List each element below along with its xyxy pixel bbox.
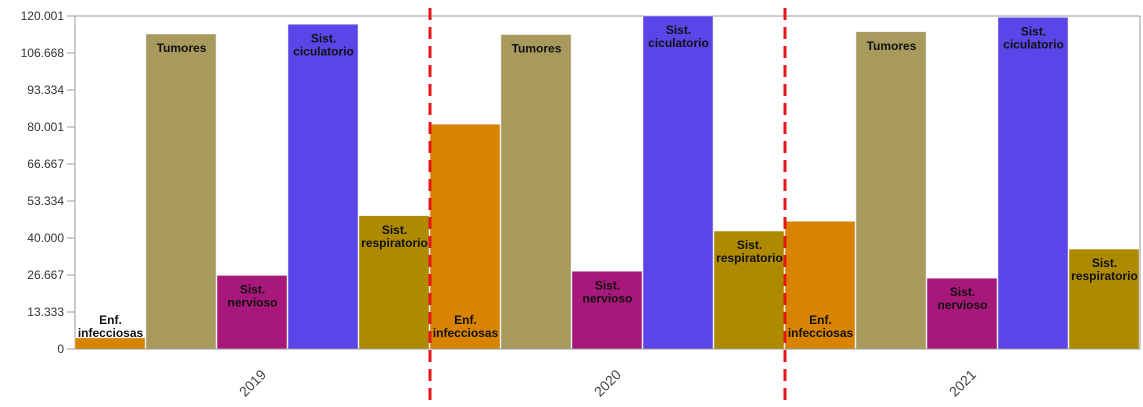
bar-label-line: Enf. [454, 313, 477, 327]
bar [358, 215, 430, 350]
bar-label: Sist. respiratorio [1071, 256, 1138, 283]
category-separators [428, 8, 787, 407]
bar-label-line: Sist. [311, 31, 336, 45]
bar-label-line: Sist. [1021, 24, 1046, 38]
bar-label: Sist. ciculatorio [293, 31, 354, 58]
bar-label-line: nervioso [937, 298, 987, 312]
bar-series [74, 15, 1140, 350]
bar-label-line: ciculatorio [293, 44, 354, 58]
bar [926, 277, 998, 350]
bar-label-line: nervioso [582, 291, 632, 305]
bar [216, 275, 288, 350]
bar-label: Tumores [157, 41, 207, 55]
y-tick-label: 53.334 [27, 194, 64, 208]
bar-label-line: Enf. [99, 313, 122, 327]
y-tick-label: 120.001 [21, 9, 65, 23]
bar-label-line: infecciosas [788, 326, 854, 340]
bar [784, 221, 856, 350]
y-axis: 0 13.333 26.667 40.000 53.334 66.667 80.001 93.… [21, 9, 1141, 356]
bar-label-line: Tumores [512, 42, 562, 56]
x-tick-label: 2019 [236, 366, 269, 399]
bar [997, 17, 1069, 350]
y-tick-label: 66.667 [27, 157, 64, 171]
y-tick-label: 40.000 [27, 231, 64, 245]
bar-label-line: nervioso [227, 295, 277, 309]
bar-label: Sist. respiratorio [361, 223, 428, 250]
bar [713, 230, 785, 350]
bar-label-line: Enf. [809, 313, 832, 327]
bar-label-line: Tumores [867, 39, 917, 53]
bar-label-line: Sist. [950, 285, 975, 299]
bar [1068, 248, 1140, 350]
bar-label-line: infecciosas [433, 326, 499, 340]
bar-label: Tumores [512, 42, 562, 56]
y-tick-label: 93.334 [27, 83, 64, 97]
bar-label-line: Sist. [666, 23, 691, 37]
y-tick-label: 0 [57, 342, 64, 356]
bar-label-line: Sist. [595, 278, 620, 292]
bar-label-line: respiratorio [716, 251, 783, 265]
bar [642, 15, 714, 350]
x-tick-label: 2021 [946, 366, 979, 399]
y-tick-label: 80.001 [27, 120, 64, 134]
bar-label: Sist. nervioso [937, 285, 987, 312]
bar-label: Enf. infecciosas [433, 313, 499, 340]
bar-label-line: respiratorio [361, 236, 428, 250]
bar-label: Sist. respiratorio [716, 238, 783, 265]
bar-label-line: Sist. [1092, 256, 1117, 270]
bar-label-line: respiratorio [1071, 269, 1138, 283]
y-tick-label: 106.668 [21, 46, 65, 60]
bar-label-line: Sist. [240, 282, 265, 296]
bar-label-line: Sist. [382, 223, 407, 237]
bar [855, 31, 927, 350]
bar-label: Enf. infecciosas [78, 313, 144, 340]
bar-label: Tumores [867, 39, 917, 53]
y-tick-label: 13.333 [27, 305, 64, 319]
x-tick-label: 2020 [591, 366, 624, 399]
bar-label-line: Sist. [737, 238, 762, 252]
bar-label: Enf. infecciosas [788, 313, 854, 340]
bar-label: Sist. nervioso [227, 282, 277, 309]
bar-label-line: infecciosas [78, 326, 144, 340]
bar-label: Sist. ciculatorio [648, 23, 709, 50]
bar-label-line: ciculatorio [648, 36, 709, 50]
bar-label: Sist. ciculatorio [1003, 24, 1064, 51]
bar [287, 24, 359, 350]
bar-label-line: ciculatorio [1003, 37, 1064, 51]
y-tick-label: 26.667 [27, 268, 64, 282]
bar-label: Sist. nervioso [582, 278, 632, 305]
bar [500, 34, 572, 350]
x-axis: 2019 2020 2021 [75, 348, 1140, 400]
bar-label-line: Tumores [157, 41, 207, 55]
bar [145, 33, 217, 350]
